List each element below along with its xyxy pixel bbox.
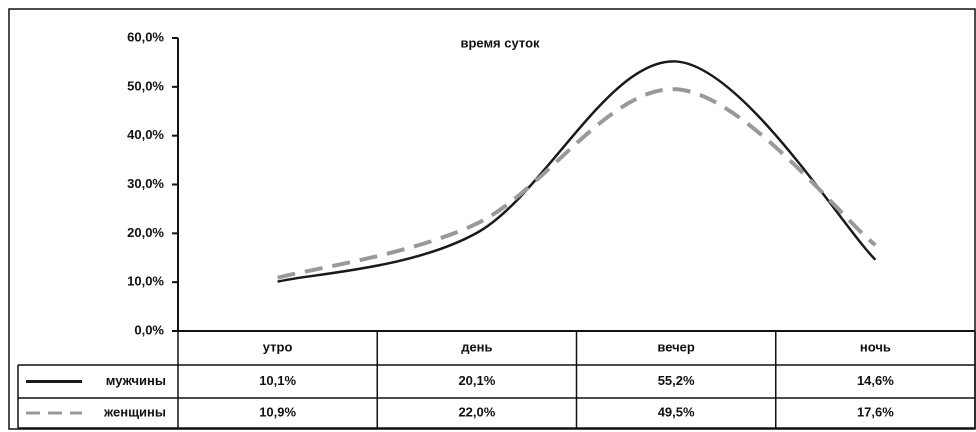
- legend-label: женщины: [103, 404, 166, 419]
- value-label: 17,6%: [857, 404, 894, 419]
- x-tick-label: ночь: [860, 339, 891, 354]
- series-line: [277, 87, 877, 280]
- y-tick-label: 0,0%: [134, 322, 164, 337]
- chart-title: время суток: [460, 35, 540, 50]
- value-label: 49,5%: [658, 404, 695, 419]
- y-tick-label: 50,0%: [127, 78, 164, 93]
- y-tick-label: 40,0%: [127, 127, 164, 142]
- y-tick-label: 10,0%: [127, 274, 164, 289]
- value-label: 55,2%: [658, 373, 695, 388]
- x-tick-label: вечер: [657, 339, 695, 354]
- value-label: 10,1%: [259, 373, 296, 388]
- y-tick-label: 60,0%: [127, 29, 164, 44]
- chart-border: [8, 8, 976, 430]
- value-label: 22,0%: [458, 404, 495, 419]
- series-line: [277, 60, 877, 283]
- value-label: 20,1%: [458, 373, 495, 388]
- x-tick-label: утро: [263, 339, 293, 354]
- value-label: 14,6%: [857, 373, 894, 388]
- y-tick-label: 20,0%: [127, 225, 164, 240]
- x-tick-label: день: [461, 339, 492, 354]
- y-tick-label: 30,0%: [127, 176, 164, 191]
- value-label: 10,9%: [259, 404, 296, 419]
- legend-label: мужчины: [106, 373, 166, 388]
